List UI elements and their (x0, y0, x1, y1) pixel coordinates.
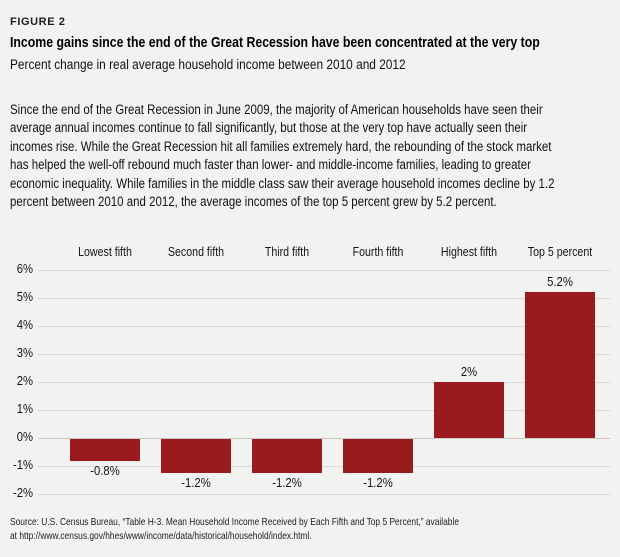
figure-label: FIGURE 2 (10, 16, 66, 28)
gridline (38, 326, 610, 327)
category-label: Top 5 percent (527, 245, 593, 259)
category-label: Third fifth (264, 245, 310, 259)
body-paragraph: Since the end of the Great Recession in … (10, 101, 554, 211)
y-axis-tick-label: -1% (12, 458, 33, 472)
category-label: Fourth fifth (352, 245, 404, 259)
gridline (38, 382, 610, 383)
body-line: has helped the well-off rebound much fas… (10, 157, 531, 173)
y-axis-tick-label: 6% (16, 262, 33, 276)
y-axis-tick-label: 5% (16, 290, 33, 304)
y-axis-tick-label: 1% (16, 402, 33, 416)
gridline (38, 270, 610, 271)
bar-value-label: -1.2% (181, 475, 211, 490)
gridline (38, 466, 610, 467)
category-label: Highest fifth (440, 245, 498, 259)
body-line: average annual incomes continue to fall … (10, 120, 528, 136)
y-axis-tick-label: 0% (16, 430, 33, 444)
source-line: Source: U.S. Census Bureau, “Table H-3. … (10, 516, 460, 528)
source-line: at http://www.census.gov/hhes/www/income… (10, 529, 312, 542)
source-note: Source: U.S. Census Bureau, “Table H-3. … (10, 516, 459, 543)
category-label: Lowest fifth (78, 245, 132, 259)
body-line: percent between 2010 and 2012, the avera… (10, 194, 497, 210)
body-line: Since the end of the Great Recession in … (10, 102, 543, 117)
gridline (38, 494, 610, 495)
y-axis-tick-label: 3% (16, 346, 33, 360)
bar-chart: 6% 5% 4% 3% 2% 1% 0% -1% -2% Lowest fifth -0.8% Sec… (0, 240, 620, 512)
bar (252, 439, 322, 473)
bar (525, 292, 595, 438)
gridline (38, 410, 610, 411)
bar-value-label: -1.2% (363, 475, 393, 490)
bar-value-label: -1.2% (272, 475, 302, 490)
y-axis-tick-label: 2% (16, 374, 33, 388)
gridline (38, 354, 610, 355)
bar-value-label: 5.2% (547, 275, 573, 290)
bar-value-label: -0.8% (90, 464, 120, 479)
bar (161, 439, 231, 473)
bar (434, 382, 504, 438)
bar (70, 439, 140, 462)
zero-gridline (38, 438, 610, 439)
figure-title: Income gains since the end of the Great … (10, 34, 540, 51)
gridline (38, 298, 610, 299)
bar-value-label: 2% (460, 365, 478, 379)
figure-subtitle: Percent change in real average household… (10, 57, 406, 72)
body-line: incomes rise. While the Great Recession … (10, 138, 552, 154)
category-label: Second fifth (167, 245, 225, 259)
bar (343, 439, 413, 473)
body-line: economic inequality. While families in t… (10, 175, 555, 191)
y-axis-tick-label: 4% (16, 318, 33, 332)
y-axis-tick-label: -2% (12, 486, 33, 500)
